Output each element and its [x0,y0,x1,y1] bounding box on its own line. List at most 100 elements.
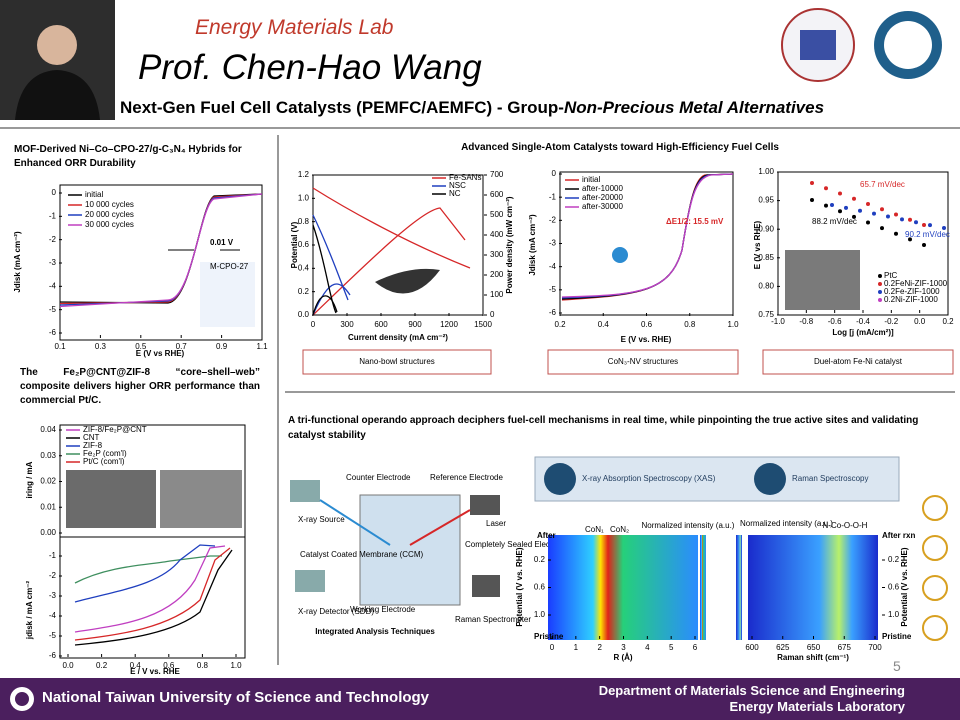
x-tick-label: 3 [621,643,626,652]
curve [74,547,231,641]
beam [409,509,471,546]
diagram-label: Catalyst Coated Membrane (CCM) [300,550,423,559]
legend-entry: 0.2Ni-ZIF-1000 [884,295,938,304]
y-tick-label: 0.6 [298,240,310,249]
x-tick-label: 1 [574,643,579,652]
annotation: CoN₁ [585,525,604,534]
diagram-label: Reference Electrode [430,473,503,482]
y-tick-label: -3 [49,258,57,267]
x-tick-label: 1200 [440,320,458,329]
subtitle-italic: Non-Precious Metal Alternatives [563,98,825,117]
legend-marker [878,290,882,294]
diagram-label: Completely Sealed Electrochemical Cell [465,540,607,549]
axis-label: Jdisk (mA cm⁻²) [528,214,537,276]
marker [872,211,876,216]
annotation: 0.01 V [210,238,234,247]
y-tick-label: 0 [552,169,557,178]
curve [74,549,233,646]
legend-entry: Fe₂P (com'l) [83,449,127,458]
legend-entry: 10 000 cycles [85,200,134,209]
y-tick-label: 0.8 [298,217,310,226]
footer-bar [0,678,960,720]
curve [312,187,471,269]
x-tick-label: 0.0 [914,317,926,326]
y-tick-label: 0.4 [298,263,310,272]
marker [942,226,946,230]
y-tick-label: 0.00 [40,528,56,537]
y-tick-label: 300 [490,250,504,259]
ntust-logo-mark [800,30,836,60]
y-tick-label: 0.2 [888,555,900,564]
axis-label: Power density (mW cm⁻²) [505,196,514,293]
y-tick-label: 0.75 [758,310,774,319]
axis-label: Potential (V vs. RHE) [515,547,524,626]
y-tick-label: 0.85 [758,253,774,262]
curve [312,283,351,316]
portrait-suit [15,70,100,120]
diagram-title: Integrated Analysis Techniques [315,627,435,636]
x-tick-label: 700 [868,643,882,652]
subtitle: Next-Gen Fuel Cell Catalysts (PEMFC/AEMF… [120,98,824,118]
plot-frame [777,171,949,316]
y-tick-label: 100 [490,290,504,299]
x-tick-label: 5 [669,643,674,652]
legend-entry: CNT [83,433,100,442]
y-tick-label: -1 [49,211,57,220]
footer-university: National Taiwan University of Science an… [42,689,430,706]
annotation: Pristine [882,632,912,641]
x-tick-label: -0.6 [828,317,842,326]
y-tick-label: 600 [490,190,504,199]
science-icon [922,535,948,561]
legend-entry: ZIF-8/Fe₂P@CNT [83,425,147,434]
heatmap [548,535,698,640]
x-tick-label: 0 [550,643,555,652]
x-tick-label: 0.8 [684,320,696,329]
curve [312,214,349,301]
heatmap [748,535,878,640]
sinica-logo-inner [884,21,932,69]
x-tick-label: 0.2 [942,317,954,326]
y-tick-label: -2 [49,235,57,244]
legend-entry: NC [449,189,461,198]
marker [810,181,814,185]
x-tick-label: 0.2 [96,661,108,670]
banner [534,456,900,502]
legend-entry: after-20000 [582,193,623,202]
y-tick-label: 0.0 [298,310,310,319]
annotation: Pristine [534,632,564,641]
marker [908,217,912,222]
y-tick-label: -2 [49,571,57,580]
y-tick-label: -4 [49,611,57,620]
legend-entry: PtC [884,271,898,280]
banner-title: X-ray Absorption Spectroscopy (XAS) [582,474,716,483]
footer-lab: Energy Materials Laboratory [729,699,905,714]
y-tick-label: 0.80 [758,282,774,291]
annotation: After [537,531,556,540]
y-tick-label: -3 [549,239,557,248]
x-tick-label: 2 [597,643,602,652]
annotation: 90.2 mV/dec [905,230,950,239]
button-label: Nano-bowl structures [359,357,435,366]
y-tick-label: -4 [49,281,57,290]
y-tick-label: -5 [549,285,557,294]
legend-entry: initial [582,175,600,184]
axis-label: jdisk / mA cm⁻² [25,581,34,641]
annotation: Normalized intensity (a.u.) [740,519,833,528]
x-tick-label: 0.6 [163,661,175,670]
marker [914,220,918,225]
legend-marker [878,282,882,286]
y-tick-label: -6 [49,651,57,660]
axis-label: Current density (mA cm⁻²) [348,333,448,342]
x-tick-label: 0.1 [54,342,66,351]
legend-entry: NSC [449,181,466,190]
legend-entry: ZIF-8 [83,441,103,450]
colorbar [736,535,742,640]
y-tick-label: 0.2 [298,287,310,296]
y-tick-label: 0 [52,188,57,197]
subtitle-tail: - Group- [492,98,564,117]
lab-name: Energy Materials Lab [195,16,394,39]
marker [830,203,834,207]
x-tick-label: -1.0 [771,317,785,326]
molecule [612,247,628,263]
